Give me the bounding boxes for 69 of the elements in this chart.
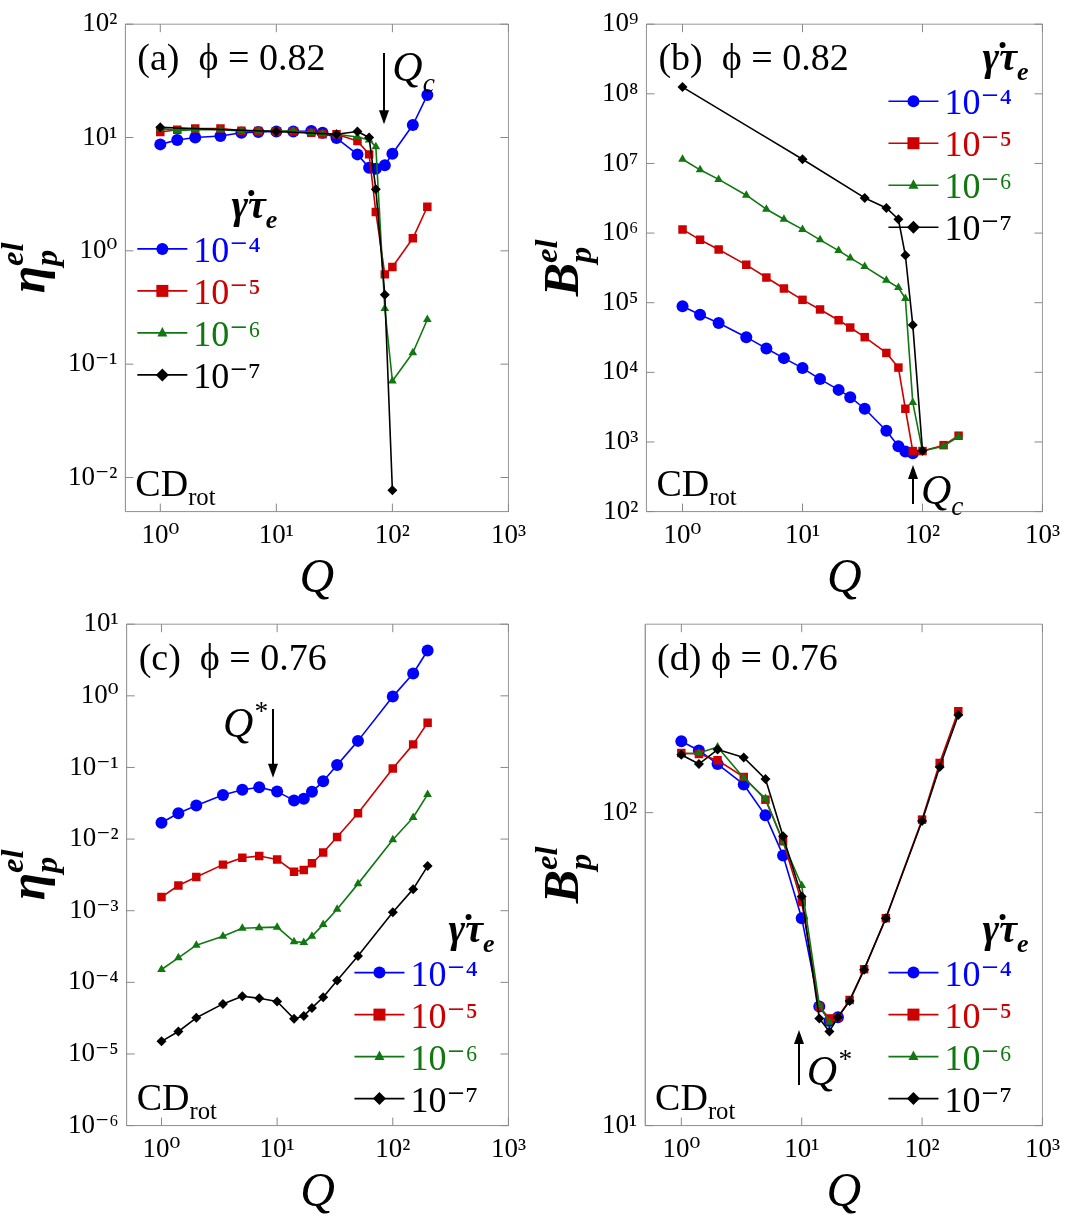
y-tick-label: 10⁻³ [69,893,119,924]
x-tick-label: 10¹ [258,518,294,549]
y-tick-label: 10⁻⁶ [67,1108,119,1139]
x-tick-label: 10¹ [784,1132,820,1163]
y-tick-label: 10¹ [82,120,118,151]
chart-title: (a) ϕ = 0.82 [137,36,326,80]
y-tick-label: 10⁴ [601,355,639,386]
y-tick-label: 10² [601,795,638,826]
legend-label: 10⁻⁵ [944,995,1013,1036]
x-tick-label: 10³ [490,518,527,549]
legend-label: 10⁻⁷ [193,355,261,396]
legend-label: 10⁻⁷ [944,208,1013,249]
chart-title: (c) ϕ = 0.76 [138,636,327,680]
x-tick-label: 10³ [1024,1132,1061,1163]
x-tick-label: 10² [375,1132,411,1163]
y-tick-label: 10⁷ [601,146,639,177]
y-tick-label: 10⁻⁴ [67,965,119,996]
y-tick-label: 10⁻² [67,460,118,491]
legend-label: 10⁻⁶ [944,1037,1013,1078]
y-tick-label: 10⁻¹ [69,750,119,781]
legend-label: 10⁻⁵ [193,271,261,312]
y-tick-label: 10⁻¹ [67,347,118,378]
y-axis-title: ηpel [0,849,64,901]
x-tick-label: 10² [904,518,941,549]
legend-label: 10⁻⁴ [944,82,1013,123]
legend-label: 10⁻⁷ [410,1079,479,1120]
x-tick-label: 10³ [490,1132,527,1163]
y-tick-label: 10⁻² [69,822,119,853]
y-tick-label: 10² [82,7,118,38]
x-tick-label: 10² [374,518,410,549]
x-axis-title: Q [300,1163,335,1216]
y-tick-label: 10⁸ [601,76,639,107]
y-axis-title: Bpel [528,239,598,298]
y-tick-label: 10⁻⁵ [67,1037,119,1068]
annotation: Q* [222,695,268,747]
legend-label: 10⁻⁵ [410,995,479,1036]
legend-label: 10⁻⁶ [410,1037,479,1078]
x-tick-label: 10³ [1024,518,1061,549]
y-tick-label: 10⁰ [79,233,118,264]
y-tick-label: 10⁰ [80,678,119,709]
y-tick-label: 10³ [603,425,639,456]
legend-label: 10⁻⁷ [944,1079,1013,1120]
x-axis-title: Q [826,1163,862,1216]
x-tick-label: 10⁰ [142,1132,181,1163]
y-axis-title: ηpel [0,242,64,294]
chart-title: (d) ϕ = 0.76 [657,636,838,680]
x-tick-label: 10⁰ [663,518,702,549]
chart-title: (b) ϕ = 0.82 [658,36,849,80]
y-tick-label: 10⁹ [601,7,639,38]
y-tick-label: 10⁵ [601,285,639,316]
legend-label: 10⁻⁶ [944,166,1013,207]
x-tick-label: 10⁰ [141,518,180,549]
y-tick-label: 10² [603,494,639,525]
x-tick-label: 10⁰ [662,1132,701,1163]
y-tick-label: 10¹ [601,1108,638,1139]
legend-label: 10⁻⁴ [410,953,479,994]
legend-label: 10⁻⁵ [944,124,1013,165]
x-tick-label: 10¹ [784,518,821,549]
y-tick-label: 10¹ [83,607,119,638]
x-tick-label: 10¹ [259,1132,295,1163]
x-axis-title: Q [299,549,335,602]
y-axis-title: Bpel [528,846,598,905]
x-tick-label: 10² [904,1132,940,1163]
annotation: Q* [806,1043,852,1095]
legend-label: 10⁻⁴ [193,229,261,270]
x-axis-title: Q [827,549,862,602]
y-tick-label: 10⁶ [601,216,639,247]
legend-label: 10⁻⁴ [944,953,1013,994]
legend-label: 10⁻⁶ [193,313,261,354]
